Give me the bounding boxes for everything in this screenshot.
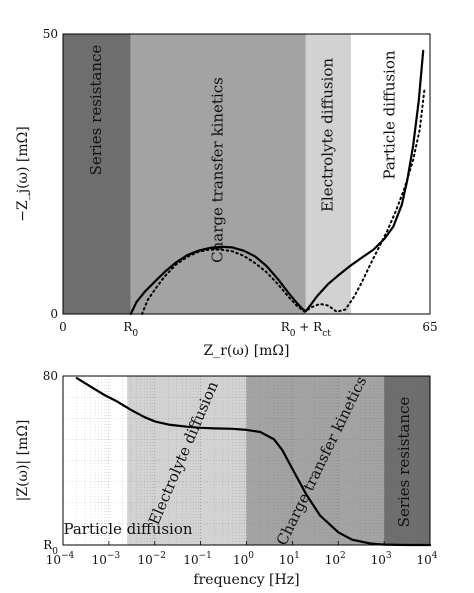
nyquist-region-label: Electrolyte diffusion: [318, 58, 336, 212]
bode-x-tick-label: 10−2: [137, 551, 166, 567]
bode-x-tick-label: 10−3: [92, 551, 121, 567]
nyquist-region-labels: Series resistance Charge transfer kinetic…: [87, 45, 399, 263]
nyquist-region-band: [130, 34, 306, 314]
bode-region-band: [384, 376, 430, 545]
bode-x-tick-label: 101: [279, 551, 300, 567]
bode-magnitude-line: [75, 377, 432, 547]
nyquist-region-band: [63, 34, 131, 314]
nyquist-series-dotted-line: [141, 89, 426, 315]
nyquist-y-tick-label: 50: [43, 27, 58, 41]
nyquist-x-tick-label: 65: [422, 320, 437, 334]
bode-x-tick-label: 100: [233, 551, 254, 567]
nyquist-x-tick-label: 0: [59, 320, 67, 334]
bode-region-label: Particle diffusion: [63, 520, 192, 538]
nyquist-region-band: [305, 34, 351, 314]
bode-region-band: [127, 376, 247, 545]
nyquist-x-tick-label: R0: [123, 320, 138, 339]
nyquist-x-axis-label: Z_r(ω) [mΩ]: [203, 343, 289, 359]
bode-ticks: 10−4 10−3 10−2 10−1 100 101 102 103 104 R0 80: [43, 369, 438, 567]
nyquist-regions: [63, 34, 430, 314]
bode-regions: [63, 376, 430, 545]
nyquist-series-solid-line: [129, 49, 425, 316]
nyquist-x-tick-label: R0 + Rct: [281, 320, 332, 339]
bode-y-axis-label: |Z(ω)| [mΩ]: [15, 420, 31, 502]
bode-region-band: [63, 376, 128, 545]
nyquist-region-label: Charge transfer kinetics: [208, 77, 226, 263]
bode-x-tick-label: 10−1: [183, 551, 212, 567]
nyquist-region-band: [350, 34, 430, 314]
nyquist-y-tick-label: 0: [50, 307, 58, 321]
nyquist-series: [129, 49, 426, 316]
bode-x-tick-label: 104: [416, 551, 437, 567]
nyquist-y-axis-label: −Z_j(ω) [mΩ]: [15, 126, 31, 221]
bode-region-band: [246, 376, 385, 545]
bode-x-tick-label: 103: [371, 551, 392, 567]
bode-x-tick-label: 102: [325, 551, 346, 567]
bode-x-tick-label: 10−4: [46, 551, 75, 567]
nyquist-region-label: Particle diffusion: [380, 50, 398, 179]
nyquist-plot: Series resistance Charge transfer kinetic…: [15, 27, 438, 359]
bode-y-tick-label: R0: [43, 538, 58, 557]
nyquist-ticks: 0 R0 R0 + Rct 65 0 50: [43, 27, 438, 339]
bode-y-tick-label: 80: [43, 369, 58, 383]
nyquist-plot-frame: [62, 33, 431, 315]
bode-x-axis-label: frequency [Hz]: [193, 572, 299, 588]
nyquist-region-label: Series resistance: [87, 45, 105, 176]
bode-region-label: Series resistance: [395, 397, 413, 528]
bode-series: [75, 377, 432, 547]
